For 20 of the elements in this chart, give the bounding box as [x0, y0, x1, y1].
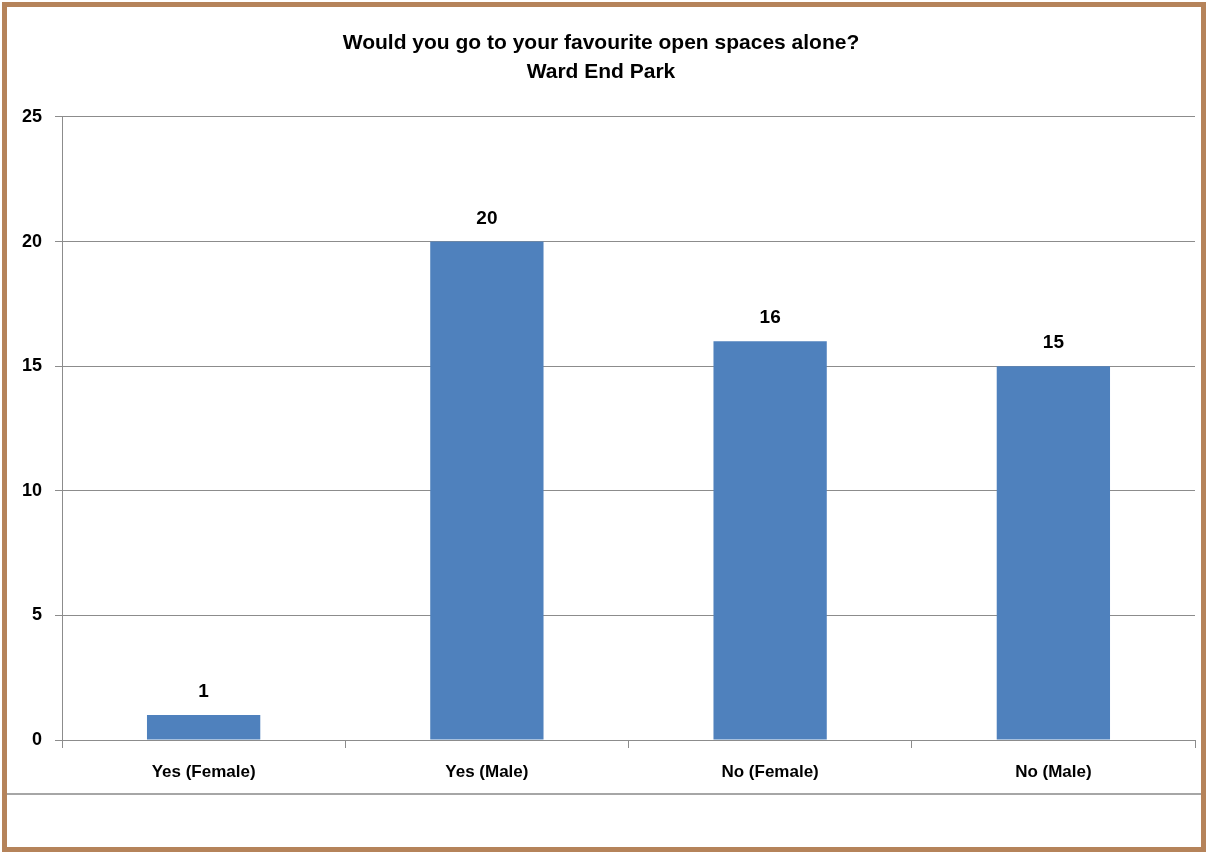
- bar: [996, 366, 1111, 740]
- x-tick-label: Yes (Female): [151, 761, 256, 781]
- x-tick-label: Yes (Male): [445, 761, 529, 781]
- y-tick-label: 25: [21, 105, 42, 126]
- bar: [713, 341, 827, 740]
- chart-title: Would you go to your favourite open spaces alone?: [342, 30, 860, 54]
- y-tick-label: 10: [21, 479, 42, 500]
- y-tick-label: 15: [21, 355, 42, 376]
- y-tick-label: 5: [31, 604, 42, 625]
- chart-subtitle: Ward End Park: [526, 59, 676, 83]
- data-label: 16: [759, 306, 781, 328]
- data-label: 20: [476, 206, 498, 228]
- x-tick-label: No (Male): [1015, 761, 1092, 781]
- y-tick-label: 20: [21, 230, 42, 251]
- y-tick-label: 0: [31, 728, 42, 749]
- bar: [146, 715, 261, 740]
- x-tick-label: No (Female): [721, 761, 819, 781]
- data-label: 15: [1042, 331, 1065, 353]
- data-label: 1: [198, 680, 210, 702]
- bar: [430, 241, 544, 740]
